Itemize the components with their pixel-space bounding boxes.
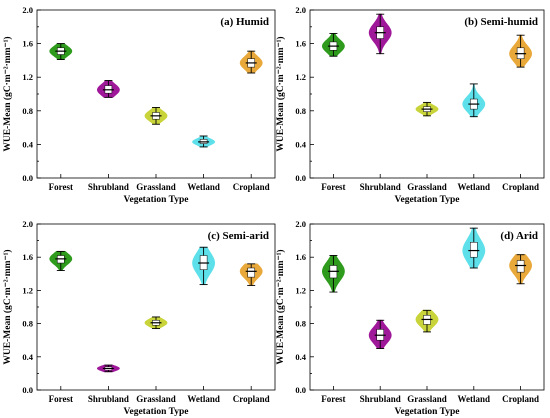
panel-title: (d) Arid [500, 230, 538, 242]
violin-iqr-box [470, 242, 478, 258]
y-tick-label: 0.0 [22, 385, 33, 395]
x-axis-label: Vegetation Type [394, 195, 459, 205]
y-tick-label: 2.0 [295, 219, 306, 229]
violin-group [239, 263, 263, 286]
violin-group [321, 255, 345, 293]
violin-group [96, 80, 120, 98]
y-tick-label: 1.2 [295, 285, 306, 295]
violin-group [49, 250, 73, 271]
y-tick-label: 0.4 [295, 139, 306, 149]
y-tick-label: 1.6 [295, 252, 306, 262]
x-tick-label: Forest [321, 394, 345, 404]
y-tick-label: 2.0 [295, 5, 306, 15]
y-tick-label: 0.4 [22, 139, 33, 149]
y-tick-label: 1.2 [295, 72, 306, 82]
x-tick-label: Grassland [136, 182, 176, 192]
panel-title: (b) Semi-humid [464, 16, 538, 28]
y-tick-label: 1.2 [22, 72, 33, 82]
x-tick-label: Cropland [233, 394, 270, 404]
x-tick-label: Wetland [187, 182, 220, 192]
violin-group [96, 364, 120, 373]
violin-group [192, 135, 215, 148]
violin-group [368, 319, 392, 349]
chart-panel-2: 0.0 0.4 0.8 1.2 1.6 2.0 Forest Shrubland Grassla… [275, 5, 545, 205]
y-axis-label: WUE-Mean (gC·m⁻²·mm⁻¹) [275, 249, 286, 364]
y-tick-label: 0.8 [22, 319, 33, 329]
y-tick-label: 0.0 [295, 385, 306, 395]
x-axis-label: Vegetation Type [123, 407, 188, 417]
x-tick-label: Forest [49, 182, 73, 192]
x-axis-label: Vegetation Type [394, 407, 459, 417]
x-tick-label: Shrubland [360, 182, 401, 192]
violin-group [509, 254, 533, 285]
y-tick-label: 1.6 [22, 252, 33, 262]
violin-group [321, 33, 345, 57]
y-tick-label: 0.8 [295, 319, 306, 329]
y-axis-label: WUE-Mean (gC·m⁻²·mm⁻¹) [2, 249, 13, 364]
x-tick-label: Shrubland [88, 394, 129, 404]
chart-panel-3: 0.0 0.4 0.8 1.2 1.6 2.0 Forest Shrubland Grassla… [2, 219, 276, 417]
plot-frame [36, 9, 276, 179]
violin-group [144, 106, 168, 125]
violin-iqr-box [247, 267, 255, 278]
y-axis-label: WUE-Mean (gC·m⁻²·mm⁻¹) [275, 36, 286, 151]
violin-group [462, 227, 486, 269]
x-tick-label: Forest [49, 394, 73, 404]
y-tick-label: 2.0 [22, 219, 33, 229]
x-tick-label: Cropland [502, 394, 539, 404]
chart-panel-1: 0.0 0.4 0.8 1.2 1.6 2.0 Forest Shrubland Grassla… [2, 5, 276, 205]
plot-frame [309, 223, 545, 391]
y-tick-label: 0.8 [295, 106, 306, 116]
x-tick-label: Forest [321, 182, 345, 192]
plot-frame [36, 223, 276, 391]
y-axis-label: WUE-Mean (gC·m⁻²·mm⁻¹) [2, 36, 13, 151]
violin-group [368, 13, 392, 55]
violin-iqr-box [516, 260, 525, 273]
x-tick-label: Grassland [407, 182, 447, 192]
violin-group [415, 309, 439, 333]
y-tick-label: 1.6 [22, 39, 33, 49]
x-axis-label: Vegetation Type [123, 195, 188, 205]
violin-group [462, 83, 486, 118]
panel-title: (c) Semi-arid [208, 230, 269, 242]
x-tick-label: Grassland [136, 394, 176, 404]
x-tick-label: Shrubland [88, 182, 129, 192]
y-tick-label: 0.0 [22, 173, 33, 183]
x-tick-label: Cropland [233, 182, 270, 192]
x-tick-label: Shrubland [360, 394, 401, 404]
violin-group [144, 316, 168, 330]
y-tick-label: 0.0 [295, 173, 306, 183]
y-tick-label: 0.4 [22, 352, 33, 362]
violin-group [415, 101, 439, 117]
y-tick-label: 2.0 [22, 5, 33, 15]
y-tick-label: 0.4 [295, 352, 306, 362]
x-tick-label: Cropland [502, 182, 539, 192]
y-tick-label: 0.8 [22, 106, 33, 116]
panel-title: (a) Humid [220, 16, 269, 28]
x-tick-label: Wetland [458, 182, 491, 192]
chart-panel-4: 0.0 0.4 0.8 1.2 1.6 2.0 Forest Shrubland Grassla… [275, 219, 545, 417]
x-tick-label: Wetland [458, 394, 491, 404]
violin-group [192, 246, 216, 286]
x-tick-label: Grassland [407, 394, 447, 404]
violin-group [509, 34, 533, 68]
violin-group [49, 43, 73, 61]
x-tick-label: Wetland [187, 394, 220, 404]
plot-frame [309, 9, 545, 179]
violin-group [239, 50, 263, 74]
y-tick-label: 1.2 [22, 285, 33, 295]
y-tick-label: 1.6 [295, 39, 306, 49]
